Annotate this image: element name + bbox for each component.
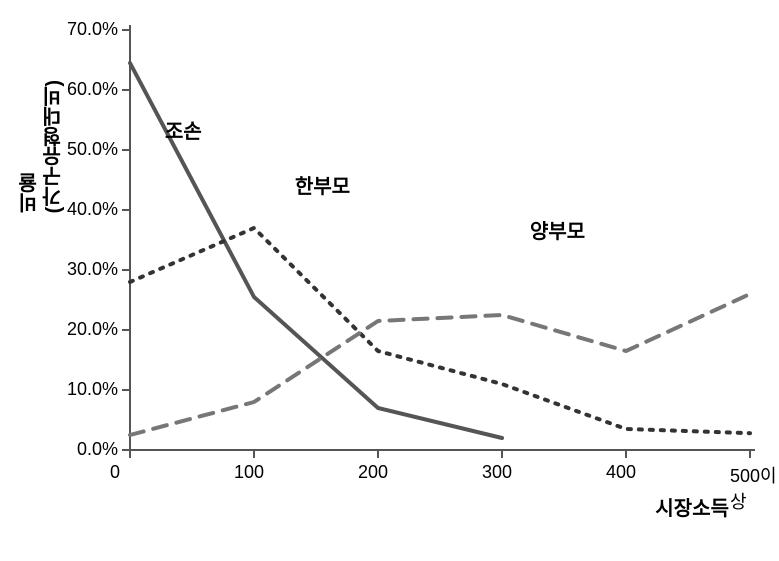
y-tick-label: 10.0% bbox=[67, 379, 118, 400]
y-axis-label-line: 비율 bbox=[18, 80, 42, 213]
series-label-양부모: 양부모 bbox=[530, 215, 585, 244]
x-axis-label: 시장소득 bbox=[655, 492, 729, 521]
x-tick-label: 300 bbox=[482, 462, 512, 483]
y-tick-label: 20.0% bbox=[67, 319, 118, 340]
series-label-한부모: 한부모 bbox=[295, 170, 350, 199]
y-tick-label: 0.0% bbox=[77, 439, 118, 460]
x-tick-label: 100 bbox=[234, 462, 264, 483]
x-tick-label: 0 bbox=[110, 462, 120, 483]
y-tick-label: 30.0% bbox=[67, 259, 118, 280]
x-axis-label-text: 시장소득 bbox=[655, 498, 729, 520]
y-tick-label: 70.0% bbox=[67, 19, 118, 40]
x-tick-label: 400 bbox=[606, 462, 636, 483]
series-label-조손: 조손 bbox=[165, 115, 202, 144]
series-line-한부모 bbox=[130, 228, 750, 433]
chart-container: 비율(가구유형대비) 시장소득 0.0% 10.0% 20.0% 30.0% 40.0%… bbox=[0, 0, 779, 561]
x-tick-label: 200 bbox=[358, 462, 388, 483]
series-line-양부모 bbox=[130, 294, 750, 435]
y-tick-label: 60.0% bbox=[67, 79, 118, 100]
x-tick-label: 500이상 bbox=[730, 462, 779, 514]
y-tick-label: 40.0% bbox=[67, 199, 118, 220]
y-tick-label: 50.0% bbox=[67, 139, 118, 160]
y-axis-label: 비율(가구유형대비) bbox=[18, 80, 66, 213]
y-axis-label-line: (가구유형대비) bbox=[42, 80, 66, 213]
